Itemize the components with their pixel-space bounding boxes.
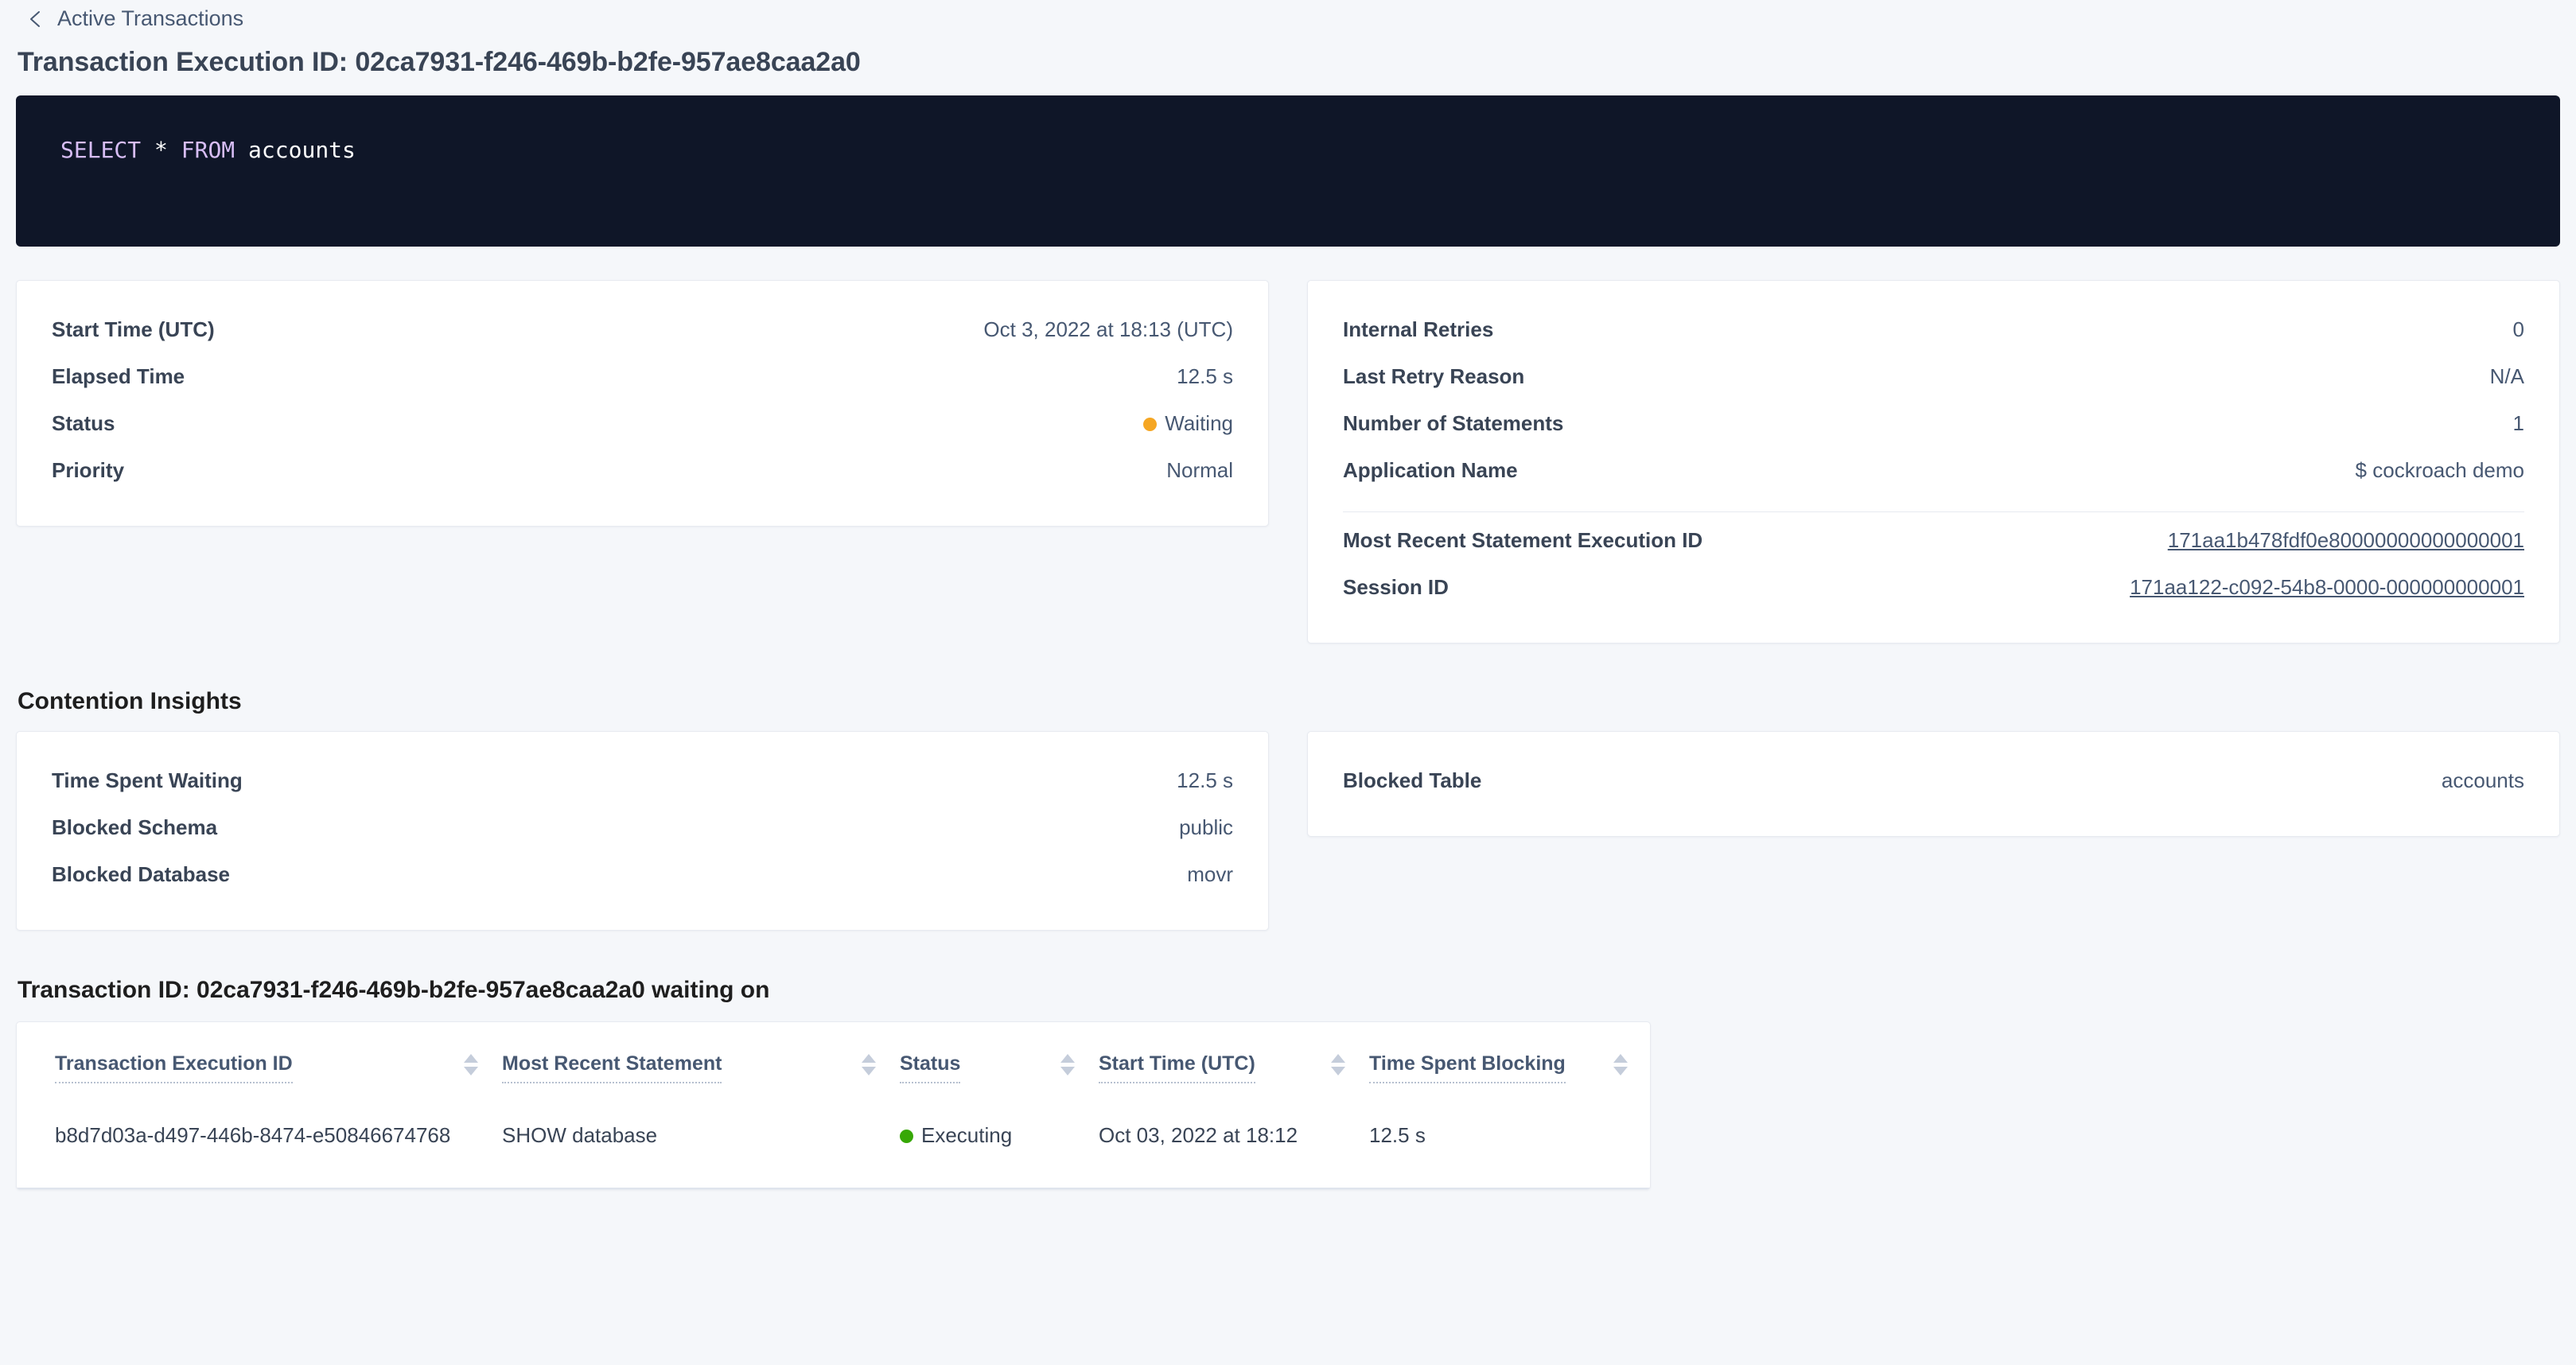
th-transaction-execution-id[interactable]: Transaction Execution ID — [17, 1022, 502, 1083]
overview-left-column: Start Time (UTC) Oct 3, 2022 at 18:13 (U… — [16, 280, 1269, 527]
waiting-on-table-card: Transaction Execution ID Most Recent Sta… — [16, 1021, 1651, 1190]
th-label: Transaction Execution ID — [55, 1052, 293, 1083]
kv-label: Start Time (UTC) — [52, 317, 215, 341]
statement-execution-id-link[interactable]: 171aa1b478fdf0e80000000000000001 — [2167, 528, 2524, 552]
table-body: b8d7d03a-d497-446b-8474-e50846674768 SHO… — [17, 1083, 1650, 1189]
arrow-left-icon — [25, 9, 46, 29]
table-header: Transaction Execution ID Most Recent Sta… — [17, 1022, 1650, 1083]
th-label: Most Recent Statement — [502, 1052, 722, 1083]
th-status[interactable]: Status — [900, 1022, 1099, 1083]
kv-blocked-schema: Blocked Schema public — [52, 804, 1233, 851]
kv-application-name: Application Name $ cockroach demo — [1343, 447, 2524, 494]
contention-grid: Time Spent Waiting 12.5 s Blocked Schema… — [16, 731, 2560, 931]
cell-time-spent-blocking: 12.5 s — [1369, 1083, 1650, 1189]
overview-grid: Start Time (UTC) Oct 3, 2022 at 18:13 (U… — [16, 280, 2560, 644]
kv-label: Session ID — [1343, 575, 1449, 599]
kv-last-retry-reason: Last Retry Reason N/A — [1343, 353, 2524, 400]
contention-left-column: Time Spent Waiting 12.5 s Blocked Schema… — [16, 731, 1269, 931]
table-header-row: Transaction Execution ID Most Recent Sta… — [17, 1022, 1650, 1083]
th-start-time[interactable]: Start Time (UTC) — [1099, 1022, 1369, 1083]
th-label: Status — [900, 1052, 961, 1083]
status-dot-icon — [1143, 418, 1158, 431]
sql-statement-box: SELECT * FROM accounts — [16, 95, 2560, 247]
breadcrumb-back-link[interactable]: Active Transactions — [16, 0, 243, 37]
transaction-overview-card: Start Time (UTC) Oct 3, 2022 at 18:13 (U… — [16, 280, 1269, 527]
contention-insights-heading: Contention Insights — [18, 688, 242, 714]
kv-value: N/A — [2489, 364, 2524, 388]
status-badge: Executing — [921, 1123, 1013, 1147]
kv-value: Oct 3, 2022 at 18:13 (UTC) — [983, 317, 1233, 341]
status-badge: Waiting — [1165, 411, 1233, 435]
kv-label: Time Spent Waiting — [52, 768, 243, 792]
kv-value: $ cockroach demo — [2355, 458, 2524, 482]
table-row[interactable]: b8d7d03a-d497-446b-8474-e50846674768 SHO… — [17, 1083, 1650, 1189]
contention-right-card: Blocked Table accounts — [1307, 731, 2560, 837]
kv-value: 1 — [2512, 411, 2524, 435]
kv-status: Status Waiting — [52, 400, 1233, 447]
cell-status: Executing — [900, 1083, 1099, 1189]
cell-start-time: Oct 03, 2022 at 18:12 — [1099, 1083, 1369, 1189]
kv-most-recent-statement-execution-id: Most Recent Statement Execution ID 171aa… — [1343, 517, 2524, 564]
sort-toggle-icon[interactable] — [1060, 1054, 1075, 1075]
sql-statement-code: SELECT * FROM accounts — [60, 137, 2516, 164]
kv-label: Internal Retries — [1343, 317, 1494, 341]
breadcrumb-label: Active Transactions — [57, 6, 244, 30]
th-label: Start Time (UTC) — [1099, 1052, 1255, 1083]
card-divider — [1343, 511, 2524, 512]
kv-number-of-statements: Number of Statements 1 — [1343, 400, 2524, 447]
th-time-spent-blocking[interactable]: Time Spent Blocking — [1369, 1022, 1650, 1083]
kv-priority: Priority Normal — [52, 447, 1233, 494]
kv-label: Elapsed Time — [52, 364, 185, 388]
kv-elapsed-time: Elapsed Time 12.5 s — [52, 353, 1233, 400]
sort-toggle-icon[interactable] — [862, 1054, 876, 1075]
status-dot-icon — [900, 1130, 913, 1143]
th-label: Time Spent Blocking — [1369, 1052, 1566, 1083]
kv-label: Most Recent Statement Execution ID — [1343, 528, 1703, 552]
kv-value: 12.5 s — [1177, 768, 1233, 792]
kv-label: Status — [52, 411, 115, 435]
kv-start-time: Start Time (UTC) Oct 3, 2022 at 18:13 (U… — [52, 306, 1233, 353]
kv-label: Blocked Schema — [52, 815, 218, 839]
kv-label: Priority — [52, 458, 125, 482]
sql-keyword-from: FROM — [181, 137, 235, 163]
cell-most-recent-statement: SHOW database — [502, 1083, 900, 1189]
kv-value-wrap: Waiting — [1143, 411, 1233, 436]
sql-star: * — [141, 137, 181, 163]
th-most-recent-statement[interactable]: Most Recent Statement — [502, 1022, 900, 1083]
kv-value: public — [1179, 815, 1233, 839]
sort-toggle-icon[interactable] — [464, 1054, 478, 1075]
kv-value: Normal — [1166, 458, 1233, 482]
waiting-on-heading: Transaction ID: 02ca7931-f246-469b-b2fe-… — [18, 977, 770, 1003]
kv-label: Number of Statements — [1343, 411, 1564, 435]
kv-label: Last Retry Reason — [1343, 364, 1525, 388]
kv-value: movr — [1187, 862, 1233, 886]
kv-blocked-table: Blocked Table accounts — [1343, 757, 2524, 804]
kv-time-spent-waiting: Time Spent Waiting 12.5 s — [52, 757, 1233, 804]
sql-keyword-select: SELECT — [60, 137, 142, 163]
kv-blocked-database: Blocked Database movr — [52, 851, 1233, 898]
kv-value: 12.5 s — [1177, 364, 1233, 388]
kv-label: Blocked Database — [52, 862, 230, 886]
contention-left-card: Time Spent Waiting 12.5 s Blocked Schema… — [16, 731, 1269, 931]
transaction-details-card: Internal Retries 0 Last Retry Reason N/A… — [1307, 280, 2560, 644]
sort-toggle-icon[interactable] — [1331, 1054, 1345, 1075]
kv-label: Application Name — [1343, 458, 1518, 482]
page-title: Transaction Execution ID: 02ca7931-f246-… — [18, 47, 861, 77]
kv-value: accounts — [2441, 768, 2524, 792]
kv-label: Blocked Table — [1343, 768, 1482, 792]
kv-internal-retries: Internal Retries 0 — [1343, 306, 2524, 353]
kv-session-id: Session ID 171aa122-c092-54b8-0000-00000… — [1343, 564, 2524, 611]
sql-table-name: accounts — [235, 137, 356, 163]
kv-value: 0 — [2512, 317, 2524, 341]
contention-right-column: Blocked Table accounts — [1307, 731, 2560, 837]
session-id-link[interactable]: 171aa122-c092-54b8-0000-000000000001 — [2130, 575, 2524, 599]
waiting-on-table: Transaction Execution ID Most Recent Sta… — [17, 1022, 1650, 1189]
overview-right-column: Internal Retries 0 Last Retry Reason N/A… — [1307, 280, 2560, 644]
cell-transaction-execution-id: b8d7d03a-d497-446b-8474-e50846674768 — [17, 1083, 502, 1189]
sort-toggle-icon[interactable] — [1613, 1054, 1628, 1075]
